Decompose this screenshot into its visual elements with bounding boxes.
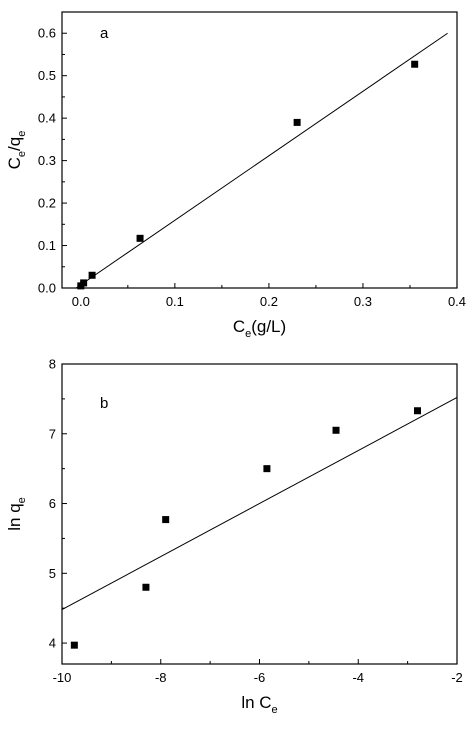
data-point	[70, 641, 78, 649]
x-tick-label: -10	[53, 670, 72, 685]
fit-line	[61, 397, 458, 611]
x-axis-title-main: ln C	[241, 693, 271, 712]
data-point	[88, 271, 96, 279]
plot-frame	[61, 363, 458, 665]
y-axis-title-main: C	[5, 157, 24, 169]
y-axis-title-sub: e	[16, 151, 28, 157]
x-tick-label: 0.2	[260, 294, 278, 309]
x-axis-title: Ce(g/L)	[233, 317, 286, 340]
y-tick-label: 4	[49, 636, 56, 651]
plot-frame	[61, 11, 458, 289]
y-axis-title-main: ln q	[5, 503, 24, 530]
x-axis-title-sub: e	[245, 328, 251, 340]
x-tick-label: -4	[352, 670, 364, 685]
y-axis-title: ln qe	[5, 497, 28, 531]
data-point	[414, 407, 421, 415]
x-tick-label: 0.3	[354, 294, 372, 309]
x-axis-title-sub: e	[272, 704, 278, 716]
data-point	[136, 234, 144, 242]
y-axis-title-sub: e	[16, 131, 28, 137]
y-tick-label: 0.3	[38, 153, 56, 168]
x-tick-label: -2	[451, 670, 463, 685]
y-axis-title-sub: e	[16, 497, 28, 503]
panel-label: b	[100, 395, 108, 412]
chart-panel-a: 0.0 0.1 0.2 0.3 0.40.00.10.20.30.40.50.6 aCe(…	[5, 11, 466, 340]
y-tick-label: 0.0	[38, 281, 56, 296]
x-tick-label: -6	[254, 670, 266, 685]
y-tick-label: 0.4	[38, 111, 56, 126]
x-tick-label: 0.0	[72, 294, 90, 309]
x-tick-label: 0.4	[448, 294, 466, 309]
data-point	[142, 583, 150, 591]
x-axis-title-suffix: (g/L)	[251, 317, 286, 336]
data-point	[332, 426, 340, 434]
data-point	[263, 465, 271, 473]
x-axis-title-main: C	[233, 317, 245, 336]
y-tick-label: 0.6	[38, 26, 56, 41]
fit-line	[75, 32, 448, 289]
y-tick-label: 7	[49, 426, 56, 441]
y-axis-title: Ce/qe	[5, 131, 28, 170]
y-tick-label: 0.5	[38, 68, 56, 83]
y-tick-label: 5	[49, 566, 56, 581]
y-axis-title-main: /q	[5, 137, 24, 151]
panel-label: a	[100, 25, 109, 42]
data-point	[162, 516, 170, 524]
x-tick-label: 0.1	[166, 294, 184, 309]
y-tick-label: 6	[49, 496, 56, 511]
x-tick-label: -8	[155, 670, 167, 685]
data-point	[293, 118, 301, 126]
y-tick-label: 0.2	[38, 196, 56, 211]
y-tick-label: 0.1	[38, 238, 56, 253]
data-point	[411, 60, 419, 68]
y-tick-label: 8	[49, 357, 56, 372]
x-axis-title: ln Ce	[241, 693, 277, 716]
